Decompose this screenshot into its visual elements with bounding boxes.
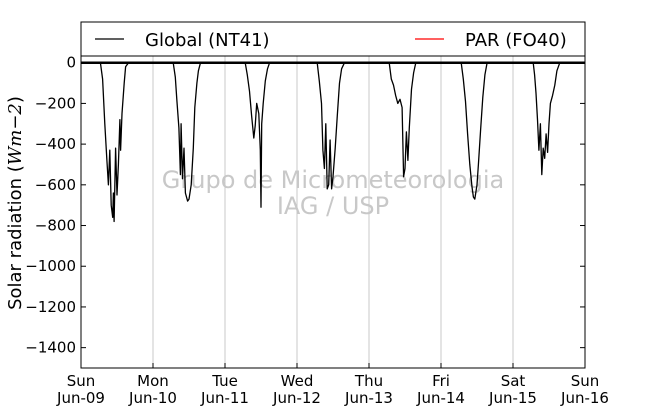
x-tick-label-weekday: Sun (67, 372, 96, 390)
x-tick-label-date: Jun-09 (56, 389, 105, 407)
y-tick-label: −800 (35, 217, 76, 235)
y-axis-title: Solar radiation (Wm−2) (5, 96, 26, 310)
y-tick-label: −200 (35, 94, 76, 112)
x-tick-label-weekday: Sun (571, 372, 600, 390)
x-tick-label-date: Jun-12 (272, 389, 321, 407)
x-tick-label-date: Jun-14 (416, 389, 465, 407)
y-tick-label: 0 (66, 54, 76, 72)
x-tick-label-date: Jun-11 (200, 389, 249, 407)
y-axis-title-unit: Wm (5, 130, 26, 166)
legend-box (80, 21, 586, 57)
y-tick-label: −1200 (25, 298, 76, 316)
legend: Global (NT41) PAR (FO40) (80, 21, 586, 57)
x-tick-label-weekday: Wed (281, 372, 314, 390)
y-tick-label: −400 (35, 135, 76, 153)
axis-ticks: SunJun-09MonJun-10TueJun-11WedJun-12ThuJ… (25, 54, 609, 407)
x-tick-label-weekday: Sat (501, 372, 526, 390)
x-tick-label-weekday: Thu (354, 372, 383, 390)
x-tick-label-date: Jun-10 (128, 389, 177, 407)
x-tick-label-weekday: Fri (432, 372, 450, 390)
y-tick-label: −1000 (25, 257, 76, 275)
x-tick-label-weekday: Mon (137, 372, 169, 390)
y-axis-title-text: Solar radiation ( (5, 165, 26, 310)
y-axis-label: Solar radiation (Wm−2) (5, 96, 26, 310)
y-tick-label: −1400 (25, 339, 76, 357)
x-tick-label-date: Jun-13 (344, 389, 393, 407)
legend-label-global: Global (NT41) (145, 30, 270, 51)
legend-label-par: PAR (FO40) (465, 30, 567, 51)
y-axis-title-exponent: −2 (5, 103, 26, 130)
grid-lines (152, 22, 514, 368)
x-tick-label-date: Jun-15 (488, 389, 537, 407)
y-axis-title-close: ) (5, 96, 26, 103)
x-tick-label-date: Jun-16 (560, 389, 609, 407)
y-tick-label: −600 (35, 176, 76, 194)
series-lines (81, 61, 585, 223)
plot-area (81, 22, 585, 368)
x-tick-label-weekday: Tue (211, 372, 238, 390)
watermark-line-2: IAG / USP (277, 192, 389, 220)
